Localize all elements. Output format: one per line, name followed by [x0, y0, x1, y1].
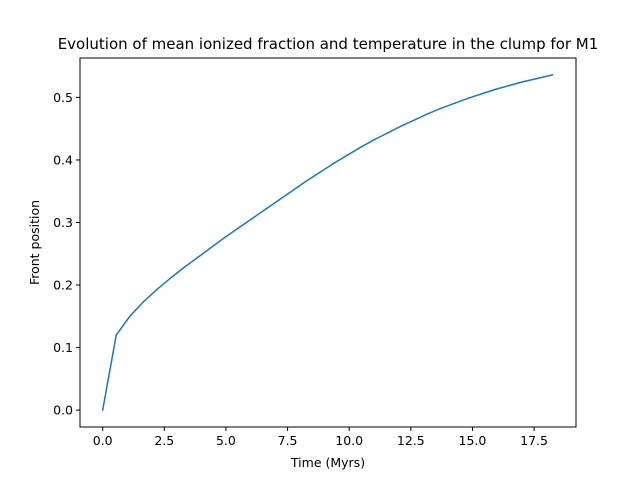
data-point — [210, 246, 212, 249]
y-tick-label: 0.5 — [53, 90, 73, 105]
data-point — [278, 199, 280, 201]
data-point — [332, 162, 334, 165]
series-layer — [101, 74, 554, 411]
data-point — [101, 409, 104, 411]
data-point — [318, 171, 321, 174]
data-point — [142, 301, 145, 303]
data-point — [223, 236, 226, 239]
data-point — [129, 315, 131, 318]
data-point — [169, 277, 172, 279]
data-point — [386, 132, 389, 134]
y-tick-label: 0.0 — [53, 403, 73, 418]
data-point — [508, 84, 511, 87]
data-point — [183, 266, 185, 269]
y-axis-label: Front position — [27, 200, 42, 285]
data-point — [373, 139, 375, 141]
data-point — [400, 125, 402, 127]
data-point — [251, 217, 253, 220]
data-point — [345, 154, 348, 157]
data-point — [196, 256, 199, 259]
data-point — [413, 119, 416, 121]
plot-frame — [79, 57, 577, 428]
x-tick-label: 15.0 — [459, 433, 487, 448]
x-tick-label: 2.5 — [154, 433, 174, 448]
data-point — [468, 97, 470, 99]
chart-title: Evolution of mean ionized fraction and t… — [58, 35, 599, 53]
x-tick-label: 17.5 — [520, 433, 548, 448]
x-axis-label: Time (Myrs) — [290, 455, 365, 470]
data-point — [440, 107, 443, 109]
x-tick-label: 7.5 — [278, 433, 298, 448]
y-tick-label: 0.2 — [53, 278, 73, 293]
data-point — [495, 88, 497, 91]
x-tick-label: 10.0 — [335, 433, 363, 448]
x-tick-label: 12.5 — [397, 433, 425, 448]
data-point — [551, 74, 554, 76]
data-point — [305, 180, 307, 182]
data-point — [522, 81, 524, 83]
data-point — [481, 92, 484, 95]
data-point — [115, 334, 117, 336]
data-point — [291, 189, 294, 192]
data-point — [359, 146, 362, 149]
y-tick-label: 0.3 — [53, 215, 73, 230]
x-tick-label: 5.0 — [216, 433, 236, 448]
y-tick-label: 0.4 — [53, 152, 73, 167]
x-axis: 0.0 2.5 5.0 7.5 10.0 12.5 15.0 17.5 — [93, 427, 548, 448]
data-point — [264, 208, 267, 211]
data-point — [427, 112, 429, 115]
data-point — [156, 288, 158, 291]
data-point — [237, 227, 240, 229]
data-point — [535, 77, 538, 80]
plot-area — [79, 57, 577, 428]
y-tick-label: 0.1 — [53, 340, 73, 355]
x-tick-label: 0.0 — [93, 433, 113, 448]
series-line — [101, 74, 553, 411]
data-point — [454, 102, 456, 104]
y-axis: 0.0 0.1 0.2 0.3 0.4 0.5 — [53, 90, 80, 418]
